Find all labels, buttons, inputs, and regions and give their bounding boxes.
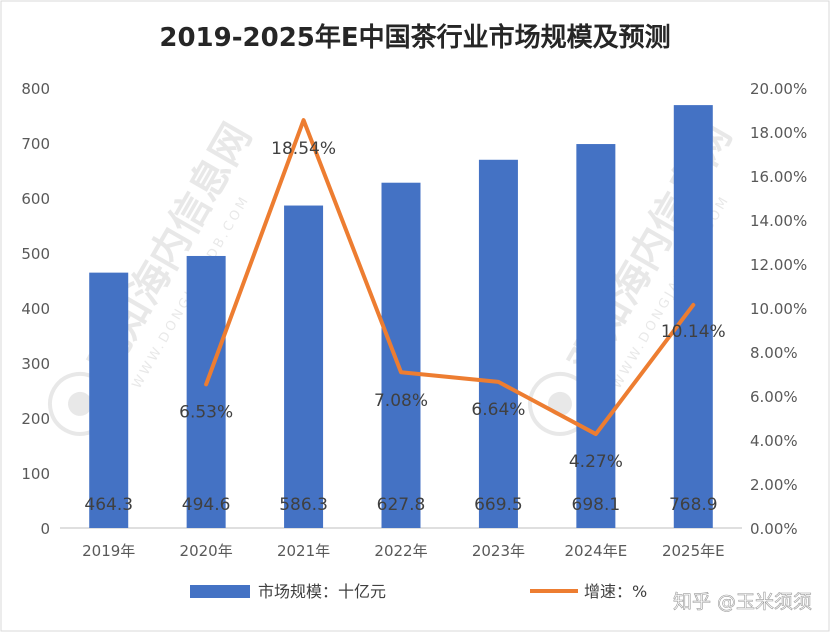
y-right-tick-label: 4.00% <box>750 432 798 450</box>
growth-point <box>302 118 306 122</box>
growth-value-label: 6.64% <box>471 400 525 420</box>
line-series <box>204 118 696 437</box>
watermark-logo-dot <box>68 391 92 416</box>
bar <box>478 159 518 528</box>
bar-value-label: 586.3 <box>279 495 328 515</box>
legend-label-bar: 市场规模：十亿元 <box>258 582 386 601</box>
bar-series <box>89 105 713 529</box>
y-left-tick-label: 500 <box>21 245 50 263</box>
bar-value-label: 627.8 <box>377 495 426 515</box>
growth-line <box>204 118 696 437</box>
growth-value-label: 10.14% <box>661 322 726 342</box>
bar-value-label: 494.6 <box>182 495 231 515</box>
y-right-tick-label: 16.00% <box>750 168 807 186</box>
y-right-tick-label: 10.00% <box>750 300 807 318</box>
growth-value-label: 6.53% <box>179 402 233 422</box>
x-tick-label: 2025年E <box>662 542 725 560</box>
growth-point <box>496 380 500 384</box>
legend: 市场规模：十亿元 增速：% <box>190 582 647 601</box>
x-tick-label: 2024年E <box>565 542 628 560</box>
growth-point <box>691 303 695 307</box>
growth-point <box>204 382 208 386</box>
y-right-tick-label: 14.00% <box>750 212 807 230</box>
x-tick-label: 2020年 <box>180 542 233 560</box>
x-tick-label: 2019年 <box>82 542 135 560</box>
y-left-tick-label: 800 <box>21 80 50 98</box>
y-right-tick-label: 6.00% <box>750 388 798 406</box>
x-tick-label: 2021年 <box>277 542 330 560</box>
y-right-tick-label: 0.00% <box>750 520 798 538</box>
growth-value-label: 7.08% <box>374 391 428 411</box>
y-left-tick-label: 600 <box>21 190 50 208</box>
y-right-tick-label: 8.00% <box>750 344 798 362</box>
credit-text: 知乎 @玉米须须 <box>673 591 812 613</box>
bar <box>186 255 226 528</box>
growth-point <box>399 370 403 374</box>
legend-swatch-bar <box>190 585 250 598</box>
y-right-tick-label: 18.00% <box>750 124 807 142</box>
y-right-tick-label: 2.00% <box>750 476 798 494</box>
x-tick-label: 2022年 <box>374 542 427 560</box>
y-left-tick-label: 400 <box>21 300 50 318</box>
bar-value-label: 698.1 <box>572 495 621 515</box>
y-left-tick-label: 0 <box>40 520 50 538</box>
bar <box>381 182 421 528</box>
bar <box>89 272 129 528</box>
bar <box>576 144 616 529</box>
growth-point <box>594 432 598 436</box>
bar-value-label: 669.5 <box>474 495 523 515</box>
chart-title: 2019-2025年E中国茶行业市场规模及预测 <box>159 22 670 53</box>
growth-value-label: 4.27% <box>569 452 623 472</box>
y-left-tick-label: 300 <box>21 355 50 373</box>
y-left-tick-label: 700 <box>21 135 50 153</box>
y-right-tick-label: 12.00% <box>750 256 807 274</box>
x-tick-label: 2023年 <box>472 542 525 560</box>
bar <box>673 105 713 528</box>
growth-value-label: 18.54% <box>271 139 336 159</box>
legend-label-line: 增速：% <box>584 582 647 601</box>
data-labels: 464.3 494.6 586.3 627.8 669.5 698.1 768.9 6.53%… <box>84 139 725 515</box>
bar <box>284 205 324 528</box>
y-left-tick-label: 200 <box>21 410 50 428</box>
bar-value-label: 768.9 <box>669 495 718 515</box>
bar-value-label: 464.3 <box>84 495 133 515</box>
y-left-tick-label: 100 <box>21 465 50 483</box>
y-right-tick-label: 20.00% <box>750 80 807 98</box>
